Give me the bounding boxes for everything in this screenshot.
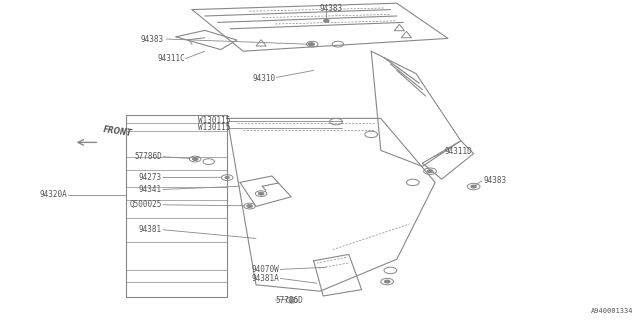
Text: 94383: 94383: [320, 4, 343, 13]
Circle shape: [428, 170, 433, 172]
Text: 94310: 94310: [252, 74, 275, 83]
Circle shape: [324, 20, 329, 22]
Text: 94341: 94341: [139, 185, 162, 194]
Text: 94383: 94383: [140, 35, 163, 44]
Text: A940001334: A940001334: [591, 308, 634, 314]
Text: 94320A: 94320A: [40, 190, 67, 199]
Circle shape: [385, 280, 390, 283]
Circle shape: [308, 43, 314, 45]
Text: 57786D: 57786D: [275, 296, 303, 305]
Text: FRONT: FRONT: [102, 124, 132, 138]
Text: 57786D: 57786D: [134, 152, 162, 161]
Circle shape: [310, 43, 314, 45]
Text: 94383: 94383: [483, 176, 506, 185]
Text: 94311D: 94311D: [445, 148, 472, 156]
Text: Q500025: Q500025: [129, 200, 162, 209]
Circle shape: [259, 192, 264, 195]
Circle shape: [471, 185, 476, 188]
Text: 94381A: 94381A: [252, 274, 279, 283]
Circle shape: [247, 205, 252, 207]
Text: 94381: 94381: [139, 225, 162, 234]
Text: 94311C: 94311C: [158, 54, 186, 63]
Text: 94070W: 94070W: [252, 265, 279, 274]
Text: W130115: W130115: [198, 124, 230, 132]
Text: W130115: W130115: [198, 116, 230, 125]
Text: 94273: 94273: [139, 173, 162, 182]
Circle shape: [225, 177, 229, 179]
Circle shape: [193, 158, 198, 160]
Circle shape: [289, 299, 294, 301]
